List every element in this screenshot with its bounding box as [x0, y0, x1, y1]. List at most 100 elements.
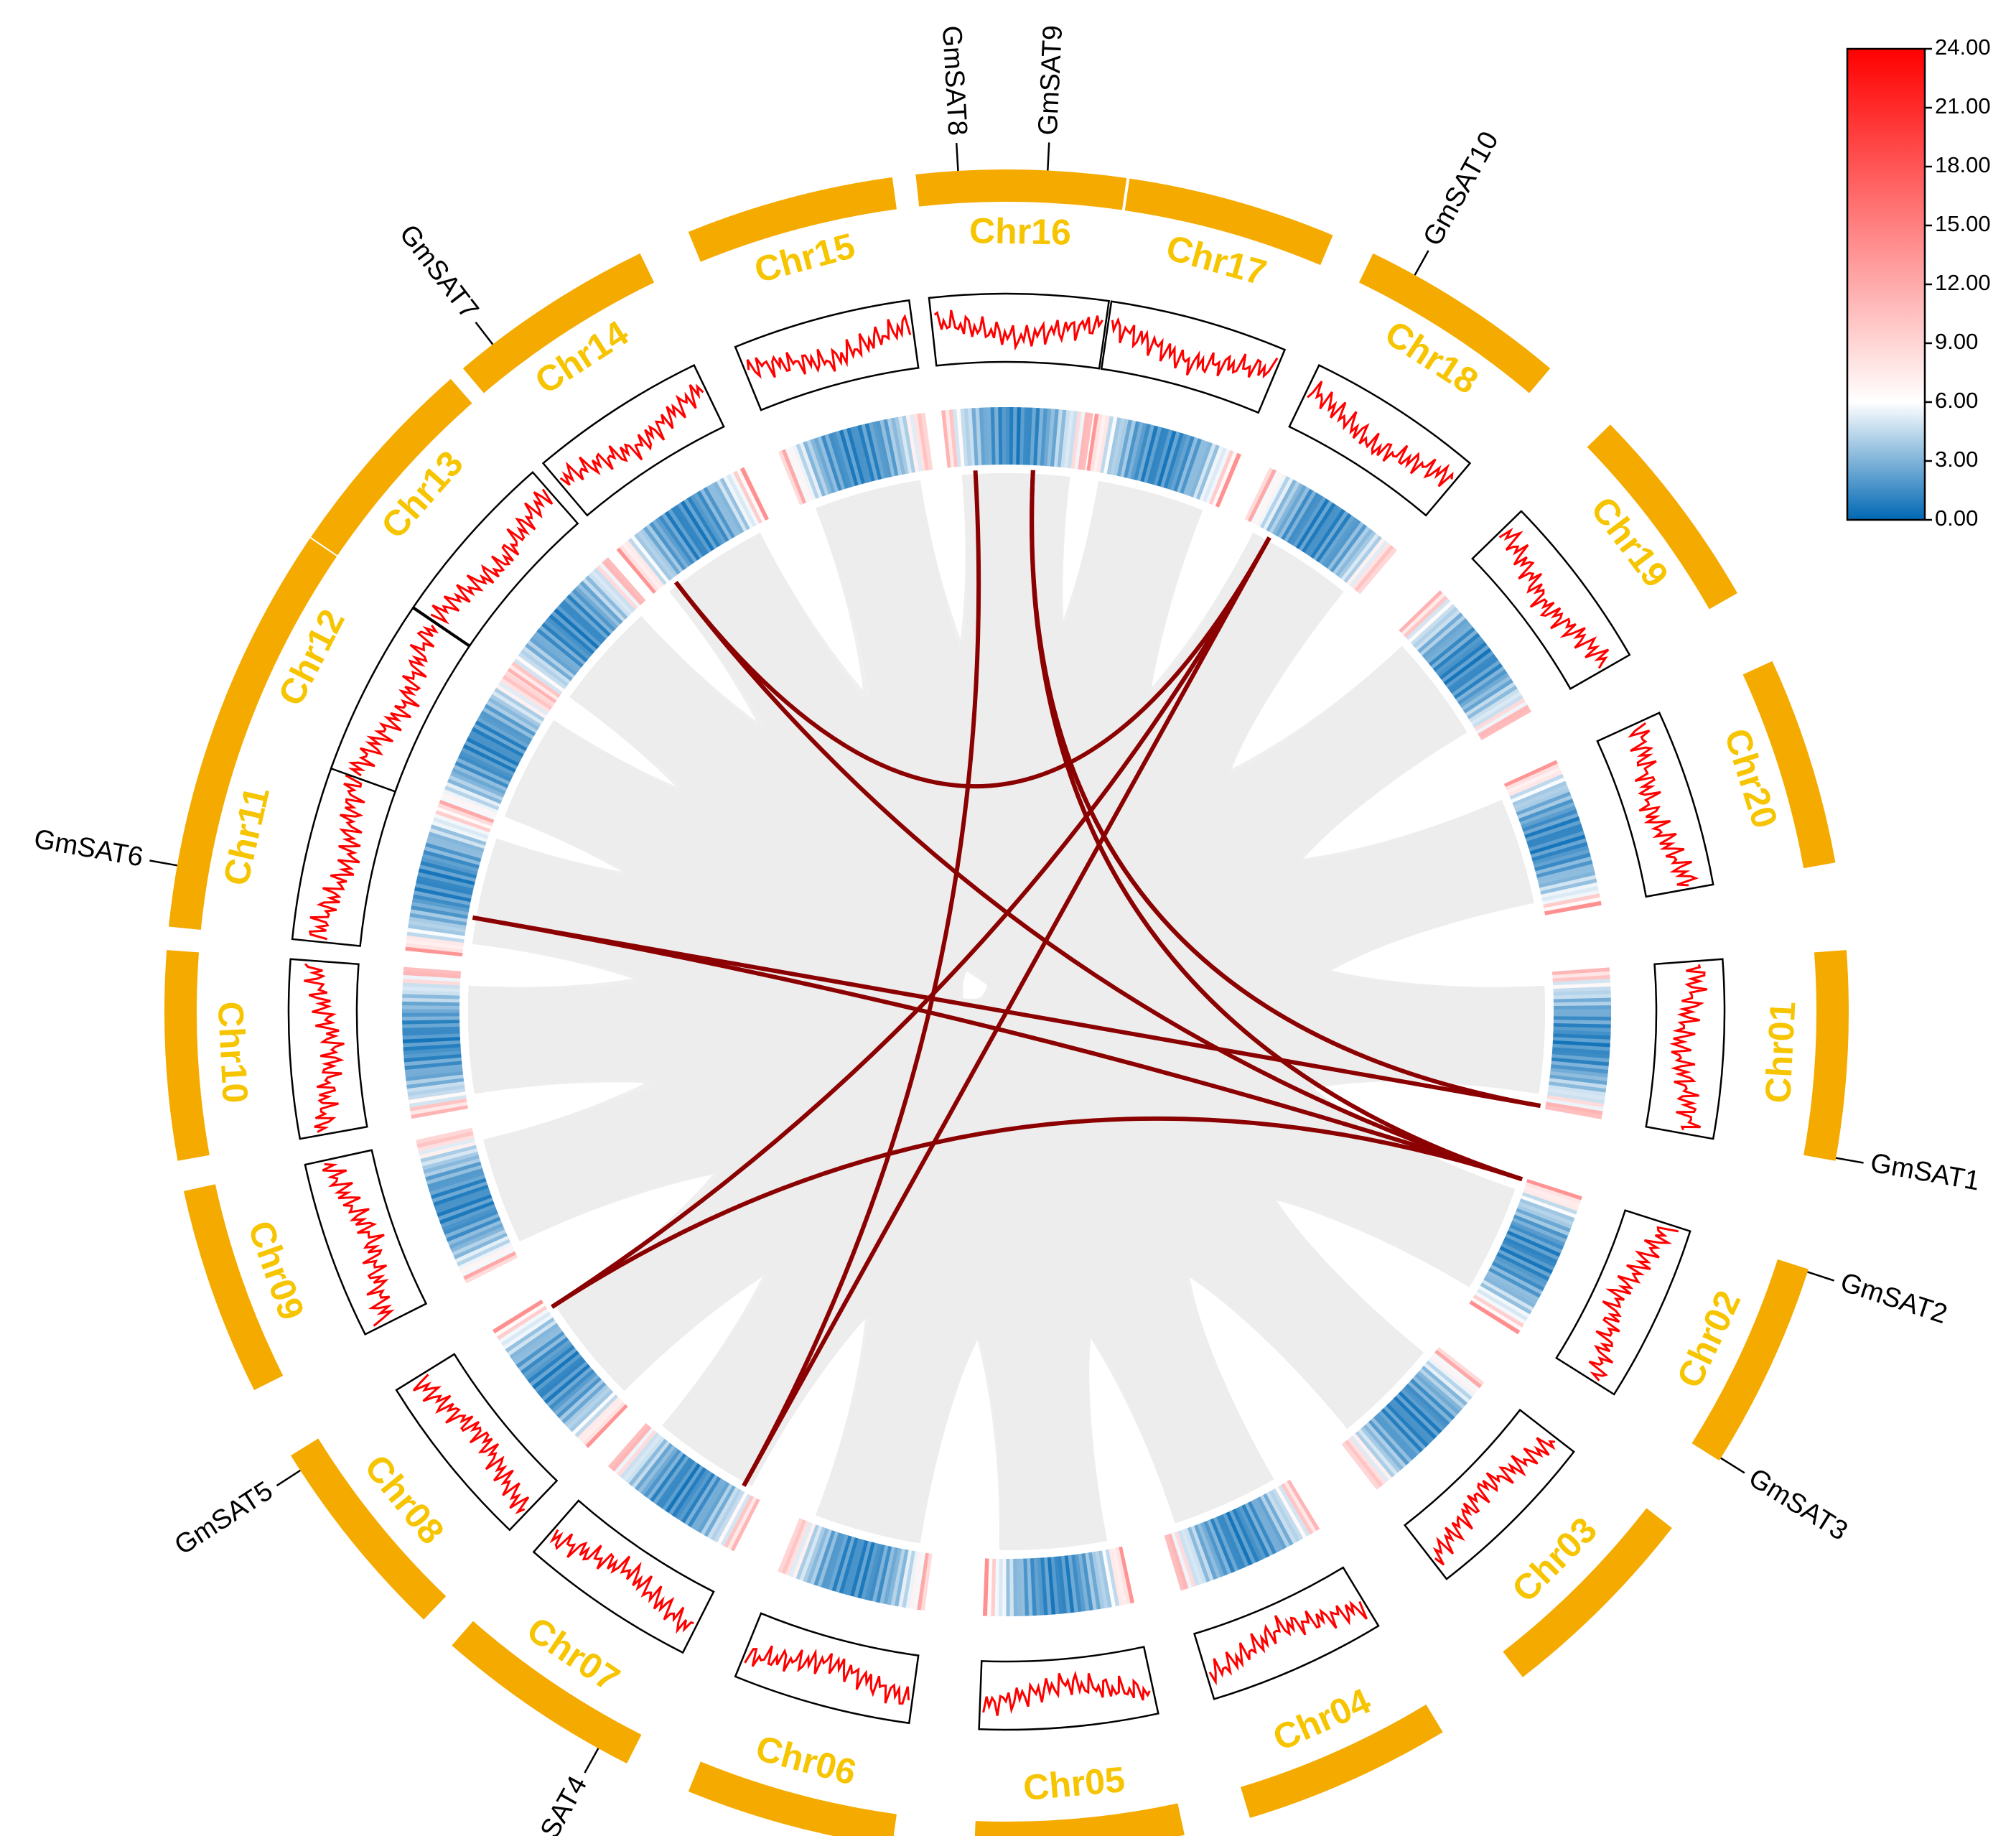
- heatmap-cell: [596, 564, 638, 610]
- heatmap-cell: [1333, 526, 1371, 575]
- heatmap-cell: [1457, 669, 1508, 706]
- chromosome-band: [291, 1438, 447, 1620]
- heatmap-cell: [898, 416, 913, 474]
- heatmap-cell: [538, 625, 587, 665]
- heatmap-cell: [683, 1474, 719, 1526]
- heatmap-cell: [1187, 1527, 1210, 1583]
- heatmap-cell: [546, 616, 593, 657]
- heatmap-cell: [909, 414, 923, 472]
- heatmap-cell: [1506, 767, 1562, 794]
- heatmap-cell: [1445, 651, 1495, 689]
- colorbar-tick-label: 6.00: [1935, 388, 1978, 413]
- heatmap-cell: [1386, 1403, 1429, 1448]
- density-track-box: [330, 607, 471, 793]
- heatmap-cell: [1354, 545, 1394, 592]
- heatmap-cell: [457, 753, 512, 782]
- heatmap-cell: [681, 1472, 715, 1524]
- heatmap-cell: [703, 1485, 736, 1537]
- heatmap-cell: [696, 490, 730, 542]
- heatmap-cell: [1250, 1499, 1280, 1553]
- heatmap-cell: [792, 444, 817, 500]
- heatmap-cell: [577, 1397, 621, 1440]
- gene-label: GmSAT8: [936, 25, 973, 137]
- heatmap-cell: [446, 1216, 501, 1242]
- heatmap-cell: [1470, 1297, 1523, 1331]
- heatmap-cell: [429, 1174, 486, 1196]
- heatmap-cell: [439, 1200, 495, 1224]
- heatmap-cell: [1552, 1043, 1610, 1052]
- heatmap-cell: [1414, 1373, 1460, 1415]
- heatmap-cell: [1193, 1524, 1218, 1580]
- heatmap-cell: [1205, 448, 1231, 504]
- heatmap-cell: [1525, 820, 1582, 842]
- heatmap-cell: [416, 1131, 474, 1148]
- heatmap-cell: [713, 1490, 745, 1543]
- heatmap-cell: [1455, 666, 1506, 703]
- heatmap-cell: [406, 938, 464, 950]
- heatmap-cell: [1474, 698, 1526, 732]
- heatmap-cell: [1400, 1389, 1445, 1432]
- heatmap-cell: [431, 820, 488, 843]
- heatmap-cell: [1137, 424, 1155, 482]
- heatmap-cell: [661, 1460, 698, 1511]
- chromosome-band: [915, 169, 1127, 210]
- heatmap-cell: [549, 1369, 595, 1410]
- heatmap-cell: [1531, 842, 1588, 862]
- heatmap-cell: [1425, 1360, 1473, 1401]
- heatmap-cell: [1088, 1552, 1101, 1610]
- chromosome-band: [1241, 1704, 1443, 1818]
- heatmap-cell: [566, 1387, 611, 1430]
- heatmap-cell: [409, 1098, 467, 1112]
- heatmap-cell: [1486, 1270, 1539, 1302]
- heatmap-cell: [1057, 409, 1068, 467]
- heatmap-cell: [1509, 1224, 1564, 1251]
- heatmap-cell: [1043, 408, 1052, 467]
- heatmap-cell: [457, 1241, 512, 1270]
- density-track-box: [734, 299, 920, 411]
- heatmap-cell: [737, 468, 766, 523]
- heatmap-cell: [1403, 595, 1449, 638]
- heatmap-cell: [435, 809, 491, 833]
- heatmap-cell: [1443, 648, 1493, 686]
- colorbar-tick-label: 0.00: [1935, 505, 1978, 531]
- heatmap-cell: [998, 407, 1003, 465]
- heatmap-cell: [781, 449, 807, 504]
- heatmap-cell: [520, 1336, 569, 1374]
- heatmap-cell: [1060, 1555, 1071, 1613]
- heatmap-cell: [402, 1019, 460, 1025]
- synteny-ribbon: [569, 616, 1274, 1524]
- heatmap-cell: [1324, 519, 1362, 569]
- heatmap-cell: [1271, 483, 1304, 536]
- heatmap-cell: [658, 1459, 695, 1509]
- chromosome-band: [1803, 950, 1849, 1161]
- heatmap-cell: [1104, 1549, 1120, 1607]
- density-line: [1498, 527, 1610, 669]
- heatmap-cell: [1318, 515, 1355, 565]
- heatmap-cell: [1485, 1273, 1538, 1305]
- heatmap-cell: [1401, 592, 1446, 636]
- heatmap-cell: [803, 441, 826, 497]
- heatmap-cell: [817, 436, 839, 493]
- heatmap-cell: [1030, 1558, 1037, 1616]
- heatmap-cell: [1417, 1371, 1463, 1412]
- heatmap-cell: [827, 1534, 849, 1591]
- heatmap-cell: [524, 1342, 573, 1381]
- heatmap-cell: [1519, 1198, 1575, 1223]
- heatmap-cell: [1349, 540, 1389, 588]
- gene-tick: [1414, 250, 1429, 276]
- heatmap-cell: [799, 442, 823, 498]
- heatmap-cell: [1277, 1485, 1310, 1537]
- heatmap-cell: [554, 607, 599, 650]
- heatmap-cell: [1106, 417, 1122, 475]
- heatmap-cell: [1173, 436, 1195, 492]
- gene-link: [472, 915, 1523, 1182]
- chromosome-band: [974, 1803, 1185, 1836]
- heatmap-cell: [406, 1073, 464, 1086]
- heatmap-cell: [1506, 1230, 1561, 1258]
- gene-tick: [276, 1469, 301, 1487]
- heatmap-cell: [405, 1067, 463, 1078]
- heatmap-cell: [549, 613, 595, 655]
- heatmap-cell: [421, 857, 478, 875]
- heatmap-cell: [1544, 1105, 1602, 1119]
- heatmap-cell: [795, 1524, 819, 1580]
